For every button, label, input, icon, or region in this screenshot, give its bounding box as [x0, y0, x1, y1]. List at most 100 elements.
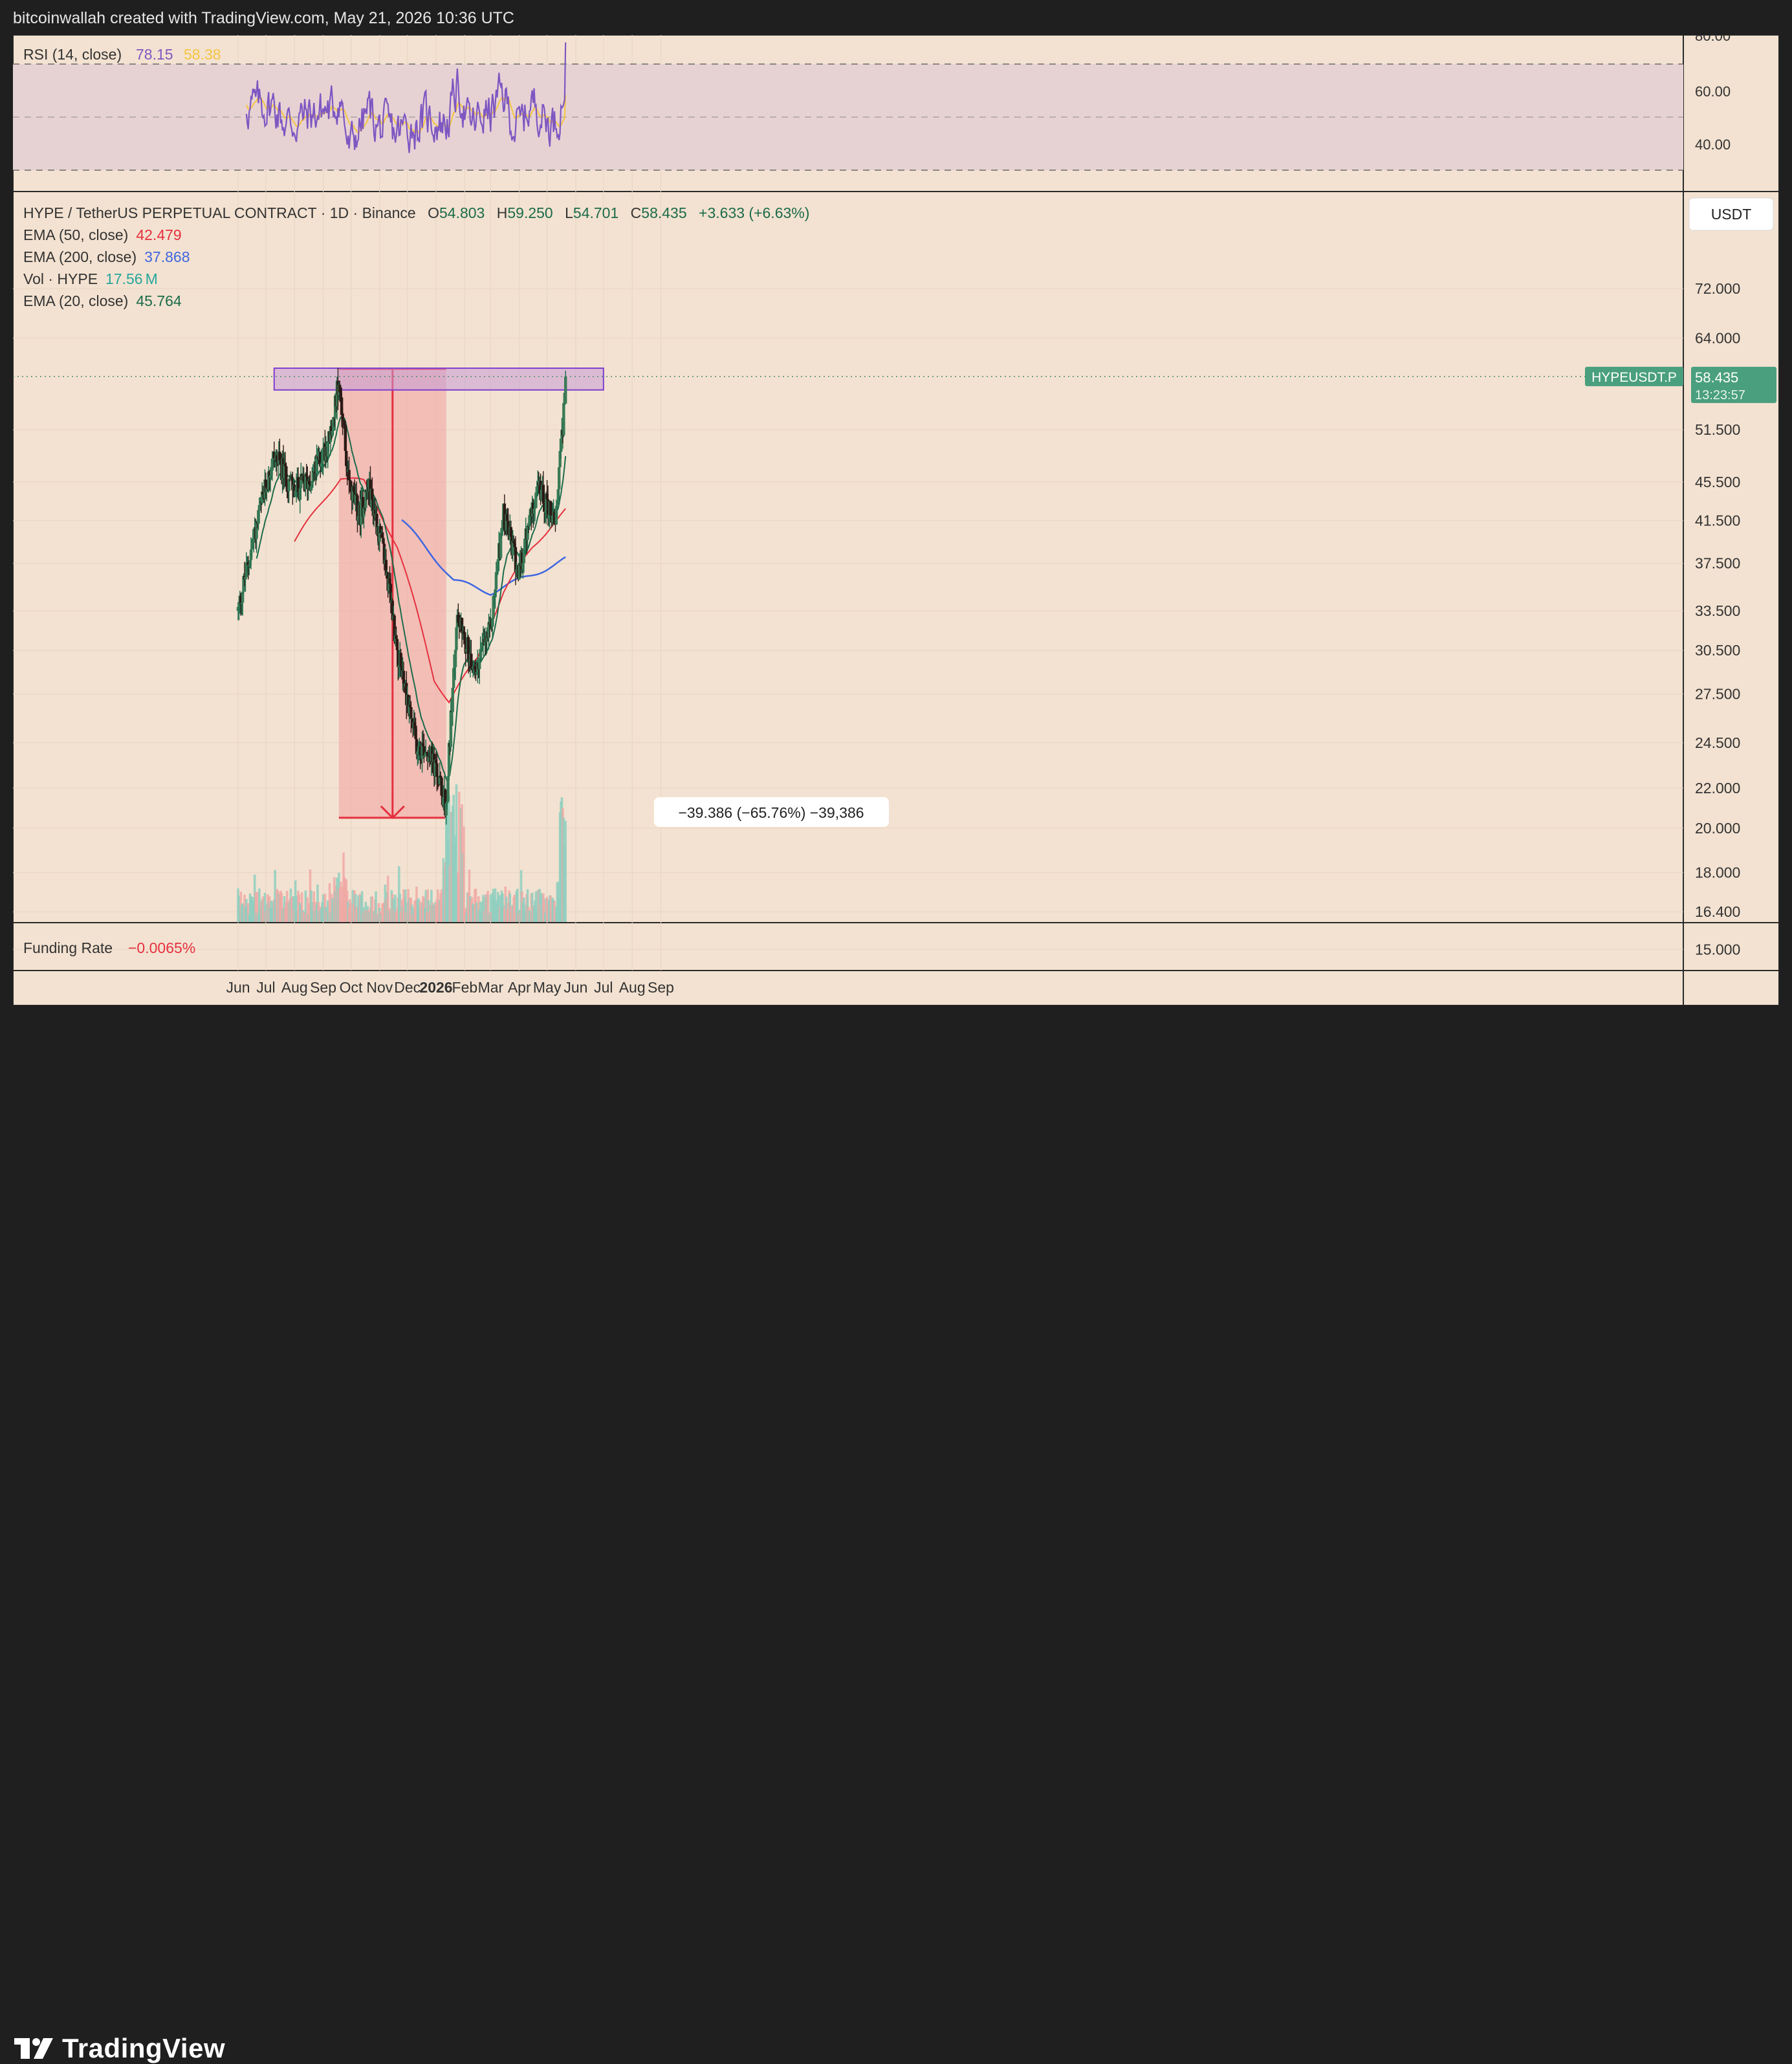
high-label: H	[497, 204, 508, 221]
candle-body	[417, 749, 421, 752]
price-axis[interactable]: 72.000 64.000 51.500 45.500 41.500 37.500 33.5…	[1695, 280, 1740, 958]
candle-body	[435, 763, 439, 777]
candle-body	[307, 480, 311, 485]
candle-body	[397, 650, 400, 667]
volume-bar	[312, 891, 316, 922]
candle-body	[496, 559, 500, 571]
candle-body	[290, 478, 294, 479]
candle-body	[478, 657, 481, 670]
candle-body	[414, 729, 417, 740]
candle-body	[388, 578, 391, 584]
candle-body	[375, 514, 378, 534]
candle-body	[423, 754, 427, 756]
price-axis-label: 41.500	[1695, 512, 1740, 529]
rsi-axis-80: 80.00	[1695, 35, 1731, 44]
price-tag-value: 58.435	[1695, 369, 1738, 386]
candle-body	[475, 672, 479, 674]
funding-pane[interactable]: Funding Rate −0.0065%	[23, 939, 195, 956]
time-axis-label: Apr	[508, 979, 531, 996]
price-tag-countdown: 13:23:57	[1695, 388, 1745, 402]
candle-body	[460, 617, 464, 633]
candle-body	[352, 487, 355, 492]
candle-body	[449, 710, 453, 747]
open-label: O	[428, 204, 439, 221]
volume-bar	[349, 903, 353, 922]
volume-bar	[256, 892, 259, 922]
candle-body	[391, 600, 395, 620]
time-axis-label: Sep	[648, 979, 674, 996]
candle-body	[267, 471, 270, 490]
candle-body	[265, 487, 268, 492]
time-axis-label: Jul	[256, 979, 275, 996]
candle-body	[562, 402, 565, 436]
volume-bar	[360, 891, 364, 922]
measure-label-text: −39.386 (−65.76%) −39,386	[678, 804, 864, 821]
rsi-pane[interactable]: RSI (14, close) 78.15 58.38 80.00 60.00 …	[13, 28, 1731, 171]
candle-body	[268, 471, 271, 478]
volume-bar	[475, 902, 478, 922]
tradingview-logo-icon	[14, 2038, 53, 2059]
volume-bar	[328, 883, 331, 922]
candle-body	[399, 653, 402, 668]
candle-body	[345, 466, 349, 472]
candle-body	[326, 443, 329, 457]
candle-body	[501, 520, 505, 531]
candle-body	[251, 543, 255, 545]
volume-bar	[295, 895, 298, 922]
chart-canvas[interactable]: RSI (14, close) 78.15 58.38 80.00 60.00 …	[12, 28, 1780, 1006]
candle-body	[311, 481, 314, 487]
price-axis-label: 24.500	[1695, 734, 1740, 751]
candle-body	[523, 540, 527, 551]
candle-body	[307, 480, 310, 489]
rsi-value: 78.15	[136, 46, 173, 63]
candle-body	[298, 488, 302, 500]
candle-body	[514, 547, 518, 572]
price-axis-label: 64.000	[1695, 330, 1740, 347]
candle-body	[545, 493, 549, 500]
volume-bar	[399, 894, 402, 922]
candle-body	[302, 476, 305, 482]
candle-body	[560, 430, 563, 449]
rsi-ma-value: 58.38	[184, 46, 221, 63]
svg-text:HYPE / TetherUS PERPETUAL CONT: HYPE / TetherUS PERPETUAL CONTRACT · 1D …	[23, 204, 809, 221]
ema200-label: EMA (200, close) 37.868	[23, 248, 190, 265]
candle-body	[415, 739, 419, 754]
vertical-gridlines	[237, 35, 662, 971]
candle-body	[244, 576, 247, 580]
candle-body	[320, 461, 324, 464]
candle-body	[315, 458, 318, 474]
open-value: 54.803	[439, 204, 485, 221]
volume-bar	[310, 890, 312, 922]
volume-bar	[457, 791, 461, 922]
candle-body	[522, 551, 526, 564]
volume-bar	[292, 895, 295, 922]
candle-body	[440, 777, 443, 796]
candle-body	[422, 746, 426, 756]
main-legend: HYPE / TetherUS PERPETUAL CONTRACT · 1D …	[23, 204, 809, 309]
candle-body	[283, 463, 287, 467]
volume-bar	[463, 826, 465, 922]
candle-body	[362, 507, 366, 517]
price-axis-label: 20.000	[1695, 820, 1740, 837]
candles	[236, 368, 567, 825]
candle-body	[428, 756, 432, 758]
candle-body	[272, 452, 276, 459]
resistance-zone[interactable]	[273, 368, 604, 391]
time-axis-label: 2026	[419, 979, 452, 996]
volume-bar	[523, 897, 525, 922]
candle-body	[322, 447, 325, 462]
currency-button[interactable]: USDT	[1688, 197, 1774, 231]
candle-body	[564, 376, 567, 404]
candle-body	[384, 560, 388, 576]
chart-frame[interactable]: RSI (14, close) 78.15 58.38 80.00 60.00 …	[12, 28, 1780, 1006]
volume-bars	[237, 776, 567, 922]
tradingview-logo[interactable]: TradingView	[14, 2033, 225, 2064]
candle-body	[434, 760, 438, 763]
candle-body	[556, 489, 560, 501]
candle-body	[408, 705, 412, 708]
candle-body	[285, 466, 288, 487]
top-attribution-bar: bitcoinwallah created with TradingView.c…	[0, 0, 1792, 35]
candle-body	[285, 487, 289, 489]
main-pane[interactable]	[13, 368, 1683, 922]
